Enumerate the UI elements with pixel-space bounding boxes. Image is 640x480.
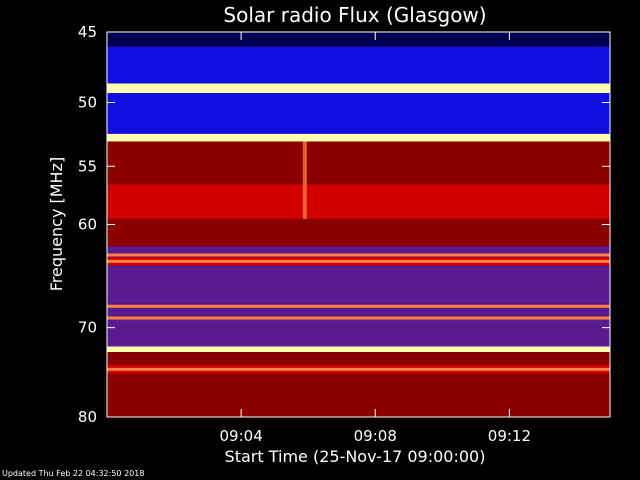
emission-line <box>107 253 610 257</box>
y-axis-label: Frequency [MHz] <box>47 157 66 291</box>
y-tick-label: 70 <box>78 319 97 337</box>
spectrum-band <box>107 93 610 134</box>
x-tick-label: 09:04 <box>220 427 263 445</box>
emission-line <box>107 347 610 351</box>
spectrum-band <box>107 265 610 304</box>
spectrum-band <box>107 352 610 365</box>
x-tick-label: 09:12 <box>488 427 531 445</box>
y-tick-label: 80 <box>78 408 97 426</box>
spectrum-band <box>107 218 610 247</box>
spectrum-band <box>107 46 610 84</box>
x-axis: 09:04 09:08 09:12 <box>220 32 531 445</box>
emission-line <box>107 367 610 371</box>
spectrum-band <box>107 246 610 258</box>
spectrum-band <box>107 141 610 185</box>
emission-line <box>107 86 610 90</box>
chart-title: Solar radio Flux (Glasgow) <box>223 3 486 27</box>
y-axis: 45 50 55 60 70 80 <box>78 23 610 426</box>
x-tick-label: 09:08 <box>354 427 397 445</box>
updated-timestamp: Updated Thu Feb 22 04:32:50 2018 <box>2 469 145 478</box>
emission-line <box>107 136 610 140</box>
y-tick-label: 50 <box>78 94 97 112</box>
y-tick-label: 55 <box>78 157 97 175</box>
emission-line <box>107 316 610 320</box>
spectrum-band <box>107 373 610 417</box>
emission-line <box>107 259 610 263</box>
x-axis-label: Start Time (25-Nov-17 09:00:00) <box>225 447 486 466</box>
radio-burst <box>302 141 307 219</box>
emission-line <box>107 304 610 308</box>
spectrum-band <box>107 32 610 47</box>
spectrum-band <box>107 327 610 347</box>
plot-area <box>107 32 610 417</box>
y-tick-label: 45 <box>78 23 97 41</box>
spectrum-band <box>107 184 610 219</box>
y-tick-label: 60 <box>78 216 97 234</box>
